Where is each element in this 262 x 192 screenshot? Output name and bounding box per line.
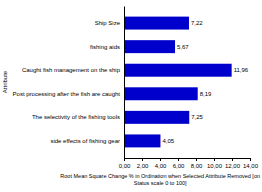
y-tick: fishing aids (90, 44, 120, 50)
x-tick-mark (178, 158, 179, 161)
x-tick: 2,00 (137, 158, 149, 169)
data-label: 7,25 (191, 114, 203, 120)
x-tick: 12,00 (225, 158, 241, 169)
y-axis: side effects of fishing gear The selectiv… (13, 7, 125, 159)
y-tick: Ship Size (95, 20, 121, 26)
x-tick-label: 8,00 (191, 163, 203, 169)
y-tick: Post processing after the fish are caugh… (13, 91, 121, 97)
category-label: Post processing after the fish are caugh… (13, 91, 121, 97)
y-axis-line (124, 7, 125, 159)
x-tick: 14,00 (243, 158, 259, 169)
data-label: 8,19 (200, 91, 212, 97)
x-axis: 0,00 2,00 4,00 6,00 8,00 10,0012,0014,00 (119, 158, 259, 169)
y-axis-title: Attribute (2, 70, 8, 93)
y-tick: The selectivity of the fishing tools (32, 114, 120, 120)
data-label: 7,22 (191, 20, 203, 26)
bar (124, 87, 198, 100)
x-axis-title-line: Status scale 0 to 100] (134, 180, 187, 186)
category-label: side effects of fishing gear (50, 138, 120, 144)
category-label: Ship Size (95, 20, 121, 26)
x-axis-title: Root Mean Square Change % in Ordination … (60, 173, 260, 186)
x-tick: 10,00 (207, 158, 223, 169)
bar (124, 17, 189, 30)
chart-svg: 0,00 2,00 4,00 6,00 8,00 10,0012,0014,00 side … (0, 0, 262, 192)
bar (124, 40, 175, 53)
x-tick-mark (214, 158, 215, 161)
bar (124, 64, 232, 77)
x-tick: 8,00 (191, 158, 203, 169)
x-tick: 6,00 (173, 158, 185, 169)
x-tick-label: 4,00 (155, 163, 167, 169)
data-label: 5,67 (177, 44, 189, 50)
x-axis-title-line: Root Mean Square Change % in Ordination … (60, 173, 260, 179)
x-axis-line (125, 158, 251, 159)
x-tick-mark (160, 158, 161, 161)
y-tick: Caught fish management on the ship (22, 67, 121, 73)
x-tick-mark (142, 158, 143, 161)
x-tick: 4,00 (155, 158, 167, 169)
data-label: 11,96 (234, 67, 249, 73)
chart-container: 0,00 2,00 4,00 6,00 8,00 10,0012,0014,00 side … (0, 0, 262, 192)
x-tick-label: 12,00 (225, 163, 241, 169)
plot-area: 0,00 2,00 4,00 6,00 8,00 10,0012,0014,00 side … (13, 7, 259, 170)
x-tick-label: 6,00 (173, 163, 185, 169)
category-label: fishing aids (90, 44, 120, 50)
x-tick-label: 2,00 (137, 163, 149, 169)
x-tick-label: 10,00 (207, 163, 223, 169)
x-tick-label: 0,00 (119, 163, 131, 169)
category-label: Caught fish management on the ship (22, 67, 121, 73)
x-tick-mark (250, 158, 251, 161)
bars (124, 17, 232, 148)
category-label: The selectivity of the fishing tools (32, 114, 120, 120)
x-tick: 0,00 (119, 158, 131, 169)
bar (124, 134, 160, 147)
x-tick-mark (232, 158, 233, 161)
y-tick: side effects of fishing gear (50, 138, 120, 144)
data-label: 4,05 (162, 138, 174, 144)
x-tick-mark (196, 158, 197, 161)
bar (124, 111, 189, 124)
data-labels: 4,05 7,25 8,19 11,96 5,67 7,22 (162, 20, 248, 144)
x-tick-label: 14,00 (243, 163, 259, 169)
